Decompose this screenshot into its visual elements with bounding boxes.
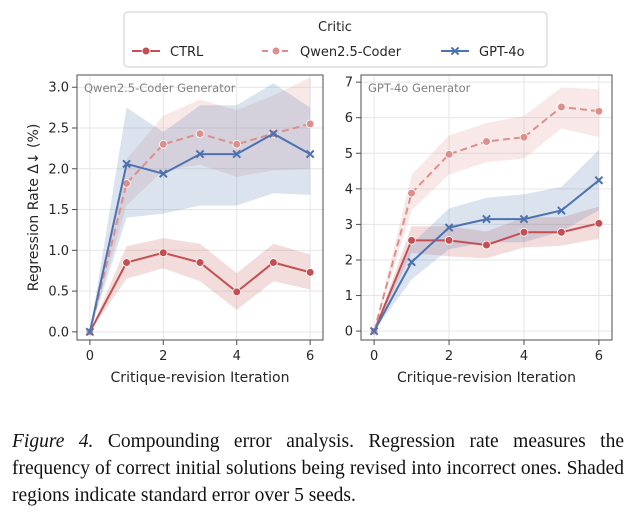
y-tick-label-0-5: 0.5 xyxy=(48,285,69,300)
y-tick-label-1: 1 xyxy=(345,289,353,304)
y-tick-label-1: 1.0 xyxy=(48,244,69,259)
point-gpt-4o-6 xyxy=(594,175,604,185)
legend-label-gpt-4o: GPT-4o xyxy=(479,45,525,60)
point-gpt-4o-4 xyxy=(519,214,529,224)
point-qwen2-5-coder-3 xyxy=(482,137,491,146)
legend-marker-qwen2-5-coder xyxy=(271,46,281,56)
point-ctrl-4 xyxy=(232,287,242,297)
axes-frame xyxy=(76,74,324,341)
y-tick-label-4: 4 xyxy=(345,182,353,197)
panel-qwen-generator: 0 2 4 6 0.0 0.5 1.0 1.5 2.0 2.5 3.0 Qwen2.5-Coder G… xyxy=(26,74,324,386)
legend-frame xyxy=(123,11,548,68)
point-qwen2-5-coder-4 xyxy=(232,140,242,149)
point-ctrl-3 xyxy=(482,240,491,250)
legend-label-qwen2-5-coder: Qwen2.5-Coder xyxy=(300,45,402,60)
point-gpt-4o-6 xyxy=(305,149,315,159)
y-tick-label-5: 5 xyxy=(345,147,353,162)
point-gpt-4o-0 xyxy=(369,326,379,336)
point-qwen2-5-coder-2 xyxy=(158,140,168,149)
caption-label: Figure 4. xyxy=(12,431,94,452)
band-gpt-4o xyxy=(374,149,599,332)
point-gpt-4o-2 xyxy=(158,169,168,178)
point-gpt-4o-1 xyxy=(122,159,131,169)
panel-title: Qwen2.5-Coder Generator xyxy=(84,81,236,95)
x-tick-label-4: 4 xyxy=(233,349,241,364)
x-tick-label-6: 6 xyxy=(306,349,314,364)
axes-frame xyxy=(360,74,613,341)
point-ctrl-4 xyxy=(519,227,529,237)
panel-title: GPT-4o Generator xyxy=(368,81,471,95)
x-tick-label-4: 4 xyxy=(520,349,528,364)
x-tick-label-0: 0 xyxy=(370,349,378,364)
y-axis-label: Regression Rate Δ↓ (%) xyxy=(26,124,42,292)
band-qwen2-5-coder xyxy=(89,77,311,332)
point-ctrl-3 xyxy=(195,258,205,267)
y-tick-label-2: 2.0 xyxy=(48,162,69,177)
x-tick-label-0: 0 xyxy=(86,349,94,364)
point-qwen2-5-coder-5 xyxy=(557,102,566,112)
point-qwen2-5-coder-4 xyxy=(519,132,529,142)
point-qwen2-5-coder-3 xyxy=(195,129,205,139)
point-gpt-4o-3 xyxy=(195,149,205,159)
point-ctrl-2 xyxy=(158,248,168,258)
point-qwen2-5-coder-2 xyxy=(444,150,454,159)
y-tick-label-3: 3 xyxy=(345,218,353,233)
legend-marker-gpt-4o xyxy=(450,46,460,56)
point-gpt-4o-5 xyxy=(269,129,278,139)
point-gpt-4o-5 xyxy=(557,206,566,215)
y-tick-label-2-5: 2.5 xyxy=(48,122,69,137)
x-tick-label-2: 2 xyxy=(159,349,167,364)
band-gpt-4o xyxy=(89,83,311,332)
point-ctrl-6 xyxy=(305,268,315,277)
y-tick-label-1-5: 1.5 xyxy=(48,203,69,218)
figure: Critic CTRL Qwen2.5-Coder GPT-4o 0 2 4 6 0.0 0.5… xyxy=(26,11,613,386)
x-axis-label: Critique-revision Iteration xyxy=(111,370,290,386)
legend: Critic CTRL Qwen2.5-Coder GPT-4o xyxy=(123,11,548,68)
point-ctrl-6 xyxy=(594,219,604,228)
point-gpt-4o-4 xyxy=(232,149,242,159)
figure-caption: Figure 4. Compounding error analysis. Re… xyxy=(12,428,624,509)
point-ctrl-1 xyxy=(407,236,416,245)
point-gpt-4o-1 xyxy=(407,257,416,267)
point-qwen2-5-coder-6 xyxy=(305,119,315,129)
x-tick-label-6: 6 xyxy=(595,349,603,364)
caption-text: Compounding error analysis. Regression r… xyxy=(12,431,624,506)
y-tick-label-7: 7 xyxy=(345,76,353,91)
band-ctrl xyxy=(374,206,599,332)
point-qwen2-5-coder-6 xyxy=(594,106,604,116)
panel-gpt4o-generator: 0 2 4 6 0 1 2 3 4 5 6 7 GPT-4o Generator Critique-rev… xyxy=(345,74,613,386)
x-axis-label: Critique-revision Iteration xyxy=(397,370,576,386)
y-tick-label-2: 2 xyxy=(345,253,353,268)
y-tick-label-0: 0.0 xyxy=(48,325,69,340)
y-tick-label-6: 6 xyxy=(345,111,353,126)
legend-title: Critic xyxy=(318,20,352,35)
band-ctrl xyxy=(89,238,311,332)
point-gpt-4o-2 xyxy=(444,223,454,232)
point-qwen2-5-coder-1 xyxy=(407,188,416,198)
point-ctrl-5 xyxy=(557,227,566,237)
point-ctrl-5 xyxy=(269,258,278,267)
point-gpt-4o-0 xyxy=(85,327,95,337)
point-ctrl-2 xyxy=(444,236,454,245)
point-ctrl-1 xyxy=(122,258,131,267)
band-qwen2-5-coder xyxy=(374,87,599,332)
y-tick-label-0: 0 xyxy=(345,325,353,340)
point-gpt-4o-3 xyxy=(482,214,491,224)
legend-marker-ctrl xyxy=(141,46,151,56)
x-tick-label-2: 2 xyxy=(445,349,453,364)
y-tick-label-3: 3.0 xyxy=(48,81,69,96)
legend-label-ctrl: CTRL xyxy=(170,45,204,60)
